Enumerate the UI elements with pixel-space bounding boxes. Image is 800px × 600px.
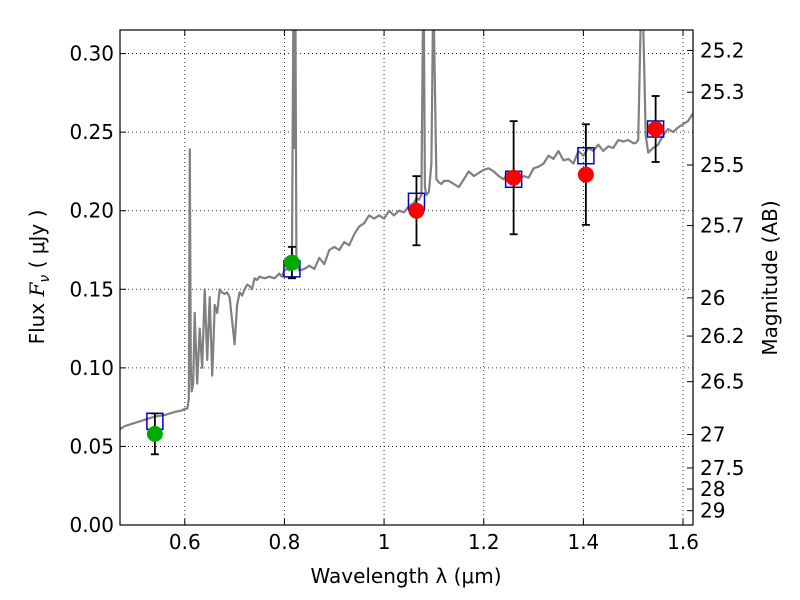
observed-point xyxy=(283,254,300,271)
y2-tick-label: 26.5 xyxy=(700,370,745,394)
y-tick-label: 0.20 xyxy=(69,199,114,223)
x-axis-label: Wavelength λ (μm) xyxy=(310,564,501,588)
y2-tick-label: 25.3 xyxy=(700,80,745,104)
y2-axis-label: Magnitude (AB) xyxy=(758,200,782,355)
y-tick-label: 0.15 xyxy=(69,277,114,301)
y2-tick-label: 28 xyxy=(700,477,725,501)
y-axis-label-suffix: ( μJy ) xyxy=(25,210,49,275)
x-tick-label: 1 xyxy=(378,530,391,554)
observed-point xyxy=(505,169,522,186)
y2-tick-label: 25.5 xyxy=(700,153,745,177)
y-tick-label: 0.30 xyxy=(69,42,114,66)
y2-tick-label: 26 xyxy=(700,286,725,310)
grid xyxy=(120,30,693,525)
observed-point xyxy=(408,202,425,219)
x-tick-label: 1.4 xyxy=(567,530,599,554)
y-axis-label-symbol: F xyxy=(25,281,49,297)
axis-ticks: 0.6 0.8 1 1.2 1.4 1.6 0.00 0.05 0.10 0.15 0.20 0.25… xyxy=(69,30,745,554)
observed-point xyxy=(577,166,594,183)
y2-tick-label: 27.5 xyxy=(700,456,745,480)
y2-tick-label: 26.2 xyxy=(700,324,745,348)
y2-tick-label: 29 xyxy=(700,499,725,523)
x-tick-label: 0.8 xyxy=(269,530,301,554)
y-tick-label: 0.00 xyxy=(69,513,114,537)
y-tick-label: 0.10 xyxy=(69,356,114,380)
x-tick-label: 1.2 xyxy=(468,530,500,554)
observed-point xyxy=(647,121,664,137)
y-tick-label: 0.05 xyxy=(69,434,114,458)
y-axis-label-subscript: ν xyxy=(37,275,53,283)
plot-area xyxy=(120,30,693,456)
y-tick-label: 0.25 xyxy=(69,120,114,144)
x-tick-label: 1.6 xyxy=(667,530,699,554)
y2-tick-label: 25.7 xyxy=(700,214,745,238)
y-axis-label: Flux Fν ( μJy ) xyxy=(25,210,53,345)
x-tick-label: 0.6 xyxy=(169,530,201,554)
y2-tick-label: 27 xyxy=(700,423,725,447)
plot-frame xyxy=(119,29,694,526)
y-axis-label-prefix: Flux xyxy=(25,296,49,344)
observed-point xyxy=(146,425,163,442)
y2-tick-label: 25.2 xyxy=(700,38,745,62)
